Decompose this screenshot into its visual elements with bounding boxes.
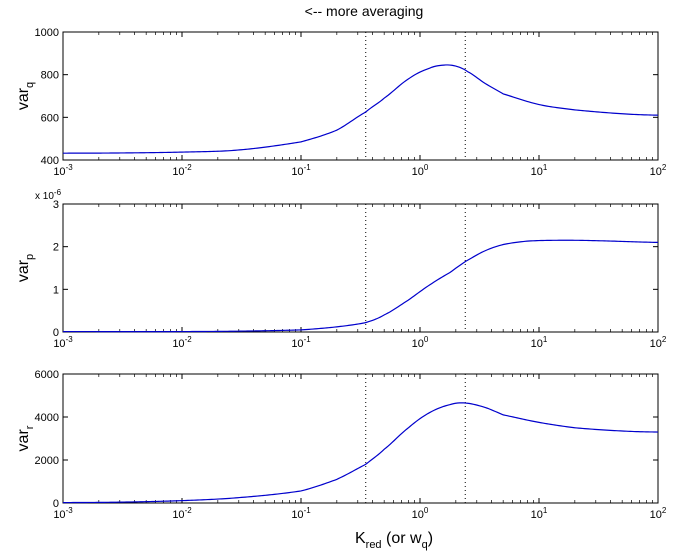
y-tick-label: 1000	[35, 27, 59, 39]
y-axis-label: varr	[15, 425, 36, 451]
x-tick-label: 101	[531, 163, 548, 178]
y-tick-label: 2000	[35, 455, 59, 467]
x-tick-label: 10-1	[291, 335, 311, 350]
y-tick-label: 4000	[35, 412, 59, 424]
x-tick-label: 101	[531, 335, 548, 350]
x-tick-label: 100	[412, 163, 429, 178]
subplot-1: 10-3 10-2 10-1 100 101 102 400 600 800 1000 varq	[15, 27, 667, 178]
subplots: 10-3 10-2 10-1 100 101 1024006008001000varq10…	[15, 27, 667, 521]
x-tick-label: 10-2	[172, 163, 192, 178]
x-tick-label: 10-1	[291, 506, 311, 521]
series-line	[63, 239, 659, 333]
x-tick-label: 100	[412, 335, 429, 350]
y-axis-label: varq	[15, 82, 36, 110]
x-tick-label: 102	[650, 335, 667, 350]
x-tick-label: 100	[412, 506, 429, 521]
series-line	[63, 64, 659, 154]
y-tick-label: 0	[53, 498, 59, 510]
y-tick-label: 800	[41, 70, 59, 82]
series-line	[62, 402, 659, 504]
y-tick-label: 3	[53, 199, 59, 211]
x-tick-label: 10-3	[53, 335, 73, 350]
x-axis-label: Kred (or wq)	[355, 530, 433, 551]
y-tick-label: 600	[41, 112, 59, 124]
y-tick-label: 400	[41, 155, 59, 167]
x-tick-label: 102	[650, 506, 667, 521]
axes-box	[62, 31, 659, 161]
subplot-3: 10-3 10-2 10-1 100 101 102 0 2000 4000 6000 varr	[15, 369, 667, 521]
y-tick-label: 6000	[35, 369, 59, 381]
y-tick-label: 2	[53, 242, 59, 254]
y-axis-label: varp	[15, 254, 36, 282]
y-scale-multiplier: x 10-6	[35, 188, 62, 202]
x-tick-label: 10-3	[53, 163, 73, 178]
x-tick-label: 101	[531, 506, 548, 521]
x-tick-label: 10-3	[53, 506, 73, 521]
y-tick-label: 1	[53, 284, 59, 296]
x-tick-label: 10-2	[172, 335, 192, 350]
axes-box	[62, 373, 659, 504]
figure-title: <-- more averaging	[305, 3, 424, 19]
subplot-2: 10-3 10-2 10-1 100 101 102 0 1 2 3x 10-6 varp	[15, 188, 667, 350]
x-tick-label: 102	[650, 163, 667, 178]
y-tick-label: 0	[53, 327, 59, 339]
axes-box	[62, 203, 659, 333]
x-tick-label: 10-1	[291, 163, 311, 178]
x-tick-label: 10-2	[172, 506, 192, 521]
